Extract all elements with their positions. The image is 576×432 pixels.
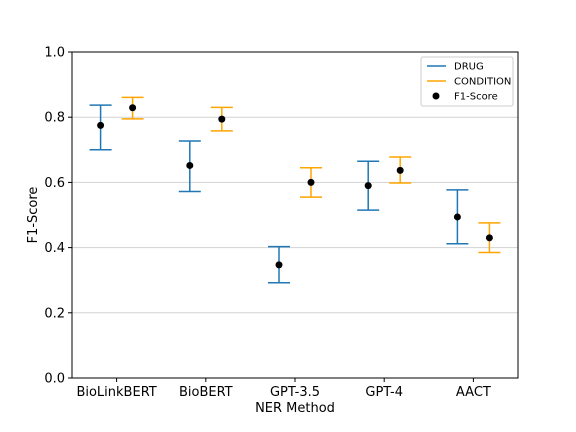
y-tick-label: 0.2 <box>44 306 65 321</box>
y-tick-label: 0.6 <box>44 176 65 191</box>
legend-box <box>420 56 514 107</box>
condition-f1-point <box>396 166 404 174</box>
condition-f1-point <box>129 104 137 112</box>
x-tick-label: GPT-4 <box>365 385 403 400</box>
condition-f1-point <box>218 115 226 123</box>
legend-drug-label: DRUG <box>454 62 484 73</box>
condition-f1-point <box>307 178 315 186</box>
y-tick-label: 1.0 <box>44 46 65 61</box>
legend-f1-marker <box>432 92 440 100</box>
legend-condition-label: CONDITION <box>454 77 511 88</box>
x-tick-label: BioLinkBERT <box>76 385 156 400</box>
drug-f1-point <box>275 261 283 269</box>
y-tick-label: 0.0 <box>44 372 65 387</box>
errorbars <box>89 96 501 284</box>
drug-f1-point <box>97 121 105 129</box>
drug-f1-point <box>453 213 461 221</box>
drug-f1-point <box>364 182 372 190</box>
drug-f1-point <box>186 161 194 169</box>
gridlines <box>72 116 518 314</box>
legend: DRUG CONDITION F1-Score <box>420 56 514 107</box>
x-axis-label: NER Method <box>255 401 335 416</box>
y-tick-label: 0.8 <box>44 111 65 126</box>
legend-f1-label: F1-Score <box>454 92 498 103</box>
y-axis-ticks: 0.0 0.2 0.4 0.6 0.8 1.0 <box>44 46 72 387</box>
condition-f1-point <box>485 234 493 242</box>
y-axis-label: F1-Score <box>26 187 41 244</box>
x-tick-label: AACT <box>456 385 491 400</box>
y-tick-label: 0.4 <box>44 241 65 256</box>
x-axis-ticks: BioLinkBERT BioBERT GPT-3.5 GPT-4 AACT <box>76 378 491 400</box>
x-tick-label: BioBERT <box>179 385 233 400</box>
x-tick-label: GPT-3.5 <box>270 385 320 400</box>
